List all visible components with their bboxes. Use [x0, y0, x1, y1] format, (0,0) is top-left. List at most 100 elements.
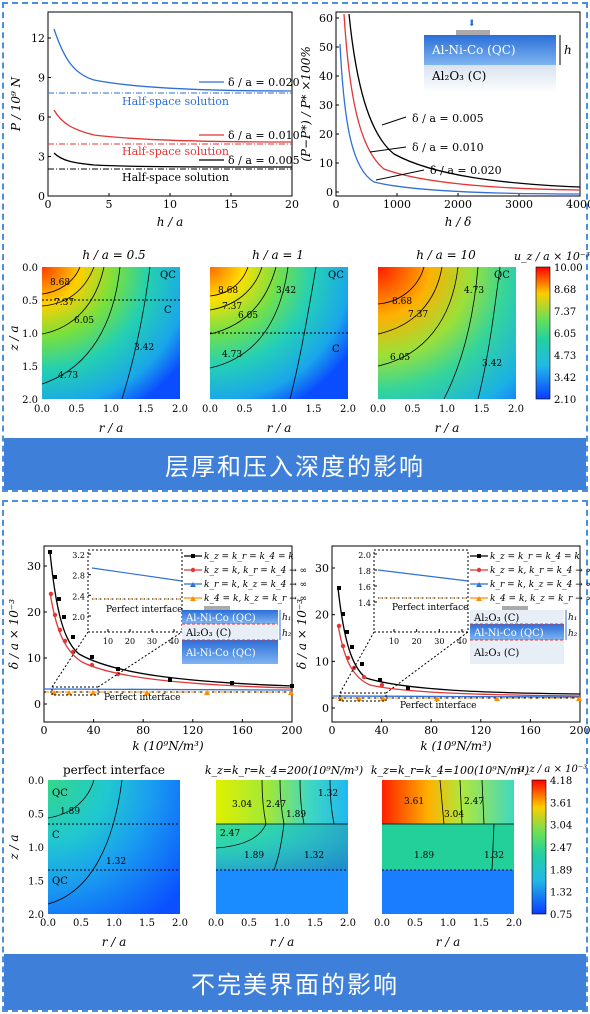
- ct2-xtick-1: 1.0: [274, 918, 290, 929]
- field2-1: [48, 780, 180, 914]
- contour2-xlabel-1: r / a: [102, 935, 127, 949]
- iso2-label-1b: 1.32: [106, 857, 126, 867]
- figure-panel-1: 0 5 10 15 20 0 3 6 9 12 δ / a = 0.020 Half-space …: [7, 11, 590, 435]
- xtick-d-label: 120: [470, 724, 491, 737]
- xtick-c-label: 120: [182, 724, 203, 737]
- cb2-tick: 2.47: [550, 843, 572, 854]
- legend-d3: k_4 = k, k_z = k_r → ∞: [490, 594, 590, 604]
- ct1-xtick-0: 0.0: [34, 404, 50, 415]
- stack-d-2: Al₂O₃ (C): [473, 648, 519, 659]
- curve-d-kr: [331, 695, 581, 698]
- ytick-a-label: 3: [38, 151, 45, 164]
- iso2-label-2d: 2.47: [220, 829, 240, 839]
- legend-c: k_z = k_r = k_4 = k k_z = k, k_r = k_4 →…: [184, 552, 307, 604]
- contour2-title-3: k_z=k_r=k_4=100(10⁹N/m³): [371, 764, 529, 777]
- cb2-tick: 3.61: [550, 798, 572, 809]
- contour-map-h10: 8.68 7.37 6.05 4.73 3.42 QC: [377, 266, 516, 400]
- xlabel-b: h / δ: [445, 215, 472, 229]
- stack-c: Al-Ni-Co (QC) Al₂O₃ (C) Al-Ni-Co (QC) h₁…: [182, 606, 292, 664]
- leader-b2: [375, 169, 425, 181]
- stack-d-1: Al-Ni-Co (QC): [473, 628, 544, 639]
- ytick-b-label: 0: [326, 186, 333, 199]
- contour2-k100: 3.61 3.04 2.47 1.89 1.32: [382, 779, 514, 914]
- ytick-a-label: 6: [38, 111, 45, 124]
- ct1-xtick-2: 1.0: [439, 404, 455, 415]
- iso-1b: [41, 266, 95, 307]
- curve-b-0020: [339, 43, 581, 195]
- xtick-c-label: 80: [136, 724, 150, 737]
- inset-layer2: Al₂O₃ (C): [431, 69, 486, 83]
- stack-c-h1: h₁: [282, 613, 291, 623]
- ct2-xtick-0: 0.0: [40, 918, 56, 929]
- inset-d-xtick-label: 10: [389, 637, 399, 646]
- stack-c-h2: h₂: [282, 629, 292, 639]
- iso-3b: [377, 266, 443, 335]
- colorbar-1-title: u_z / a × 10⁻³: [514, 250, 590, 263]
- qc1-label: QC: [52, 788, 68, 799]
- xtick-d-label: 200: [570, 724, 590, 737]
- colorbar-2: u_z / a × 10⁻³ 4.18 3.61 3.04 2.47 1.89 1.32 0…: [518, 764, 587, 921]
- ct2-ytick: 1.0: [28, 843, 44, 854]
- halfspace-label-0020: Half-space solution: [122, 95, 229, 108]
- xlabel-c: k (10⁹N/m³): [132, 739, 204, 753]
- ct2-ytick: 0.5: [28, 810, 44, 821]
- iso-label-3d: 4.73: [464, 286, 484, 296]
- curve-b-0005: [348, 13, 581, 188]
- inset-c-xtick-label: 40: [169, 637, 179, 646]
- indenter: [456, 30, 490, 35]
- legend-a1: δ / a = 0.010: [228, 129, 300, 142]
- banner-imperfect-interface: 不完美界面的影响: [4, 954, 586, 1010]
- xtick-a-label: 10: [163, 198, 177, 211]
- halfspace-label-0005: Half-space solution: [122, 171, 229, 184]
- colorbar-1: u_z / a × 10⁻³ 10.00 8.68 7.37 6.05 4.73 3.42…: [514, 250, 590, 406]
- legend-b1: δ / a = 0.010: [412, 141, 484, 154]
- stack-d-0: Al₂O₃ (C): [473, 613, 519, 624]
- curve-0010: [53, 109, 293, 143]
- zoom-box-c: [51, 686, 99, 696]
- inset-d-ytick-label: 2.0: [358, 551, 371, 560]
- xlabel-a: h / a: [157, 215, 184, 229]
- inset-d-xtick-label: 20: [412, 637, 422, 646]
- legend-a0: δ / a = 0.020: [228, 76, 300, 89]
- iso2-label-2a: 3.04: [232, 800, 252, 810]
- cb1-tick: 8.68: [554, 285, 576, 296]
- inset-sample-b: ⬇ Al-Ni-Co (QC) Al₂O₃ (C) h: [424, 19, 572, 93]
- legend-d: k_z = k_r = k_4 = k k_z = k, k_r = k_4 →…: [470, 552, 590, 604]
- curve-0005: [53, 152, 293, 168]
- ytick-c-label: 10: [27, 652, 41, 665]
- xlabel-d: k (10⁹N/m³): [420, 739, 492, 753]
- iso-label-2b: 7.37: [222, 302, 242, 312]
- iso2-label-3e: 1.32: [484, 851, 504, 861]
- iso-3e: [477, 266, 501, 400]
- ct2-xtick-0: 0.5: [73, 918, 89, 929]
- xtick-d-label: 40: [375, 724, 389, 737]
- iso2-label-2c: 1.89: [286, 810, 306, 820]
- iso2-label-2b: 2.47: [266, 800, 286, 810]
- stack-c-2: Al-Ni-Co (QC): [185, 648, 256, 659]
- ct1-xtick-1: 0.0: [202, 404, 218, 415]
- perfect-label-c: Perfect interface: [104, 693, 180, 703]
- xtick-b-label: 1000: [383, 198, 411, 211]
- ct2-xtick-1: 2.0: [340, 918, 356, 929]
- plot-frame-d: [331, 545, 581, 723]
- iso-label-1b: 7.37: [54, 298, 74, 308]
- ytick-d-label: 20: [315, 609, 329, 622]
- cb1-tick: 10.00: [554, 263, 583, 274]
- ct2-xtick-2: 1.5: [473, 918, 489, 929]
- legend-c2: k_r = k, k_z = k_4 → ∞: [204, 580, 307, 590]
- inset-d-ytick-label: 1.6: [358, 583, 371, 592]
- stack-d-h2: h₂: [568, 629, 578, 639]
- xtick-a-label: 5: [106, 198, 113, 211]
- cb1-tick: 2.10: [554, 395, 576, 406]
- c-label-1: C: [164, 305, 172, 316]
- contour2-xlabel-2: r / a: [270, 935, 295, 949]
- ct1-xtick-2: 1.5: [474, 404, 490, 415]
- ct2-xtick-1: 0.5: [241, 918, 257, 929]
- ct1-xtick-1: 0.5: [237, 404, 253, 415]
- stack-d-h1: h₁: [568, 613, 577, 623]
- ct1-ytick: 0.5: [22, 296, 38, 307]
- xtick-a-label: 15: [224, 198, 238, 211]
- iso2-label-1a: 1.89: [60, 807, 80, 817]
- ytick-b-label: 40: [319, 70, 333, 83]
- ct1-xtick-0: 1.5: [138, 404, 154, 415]
